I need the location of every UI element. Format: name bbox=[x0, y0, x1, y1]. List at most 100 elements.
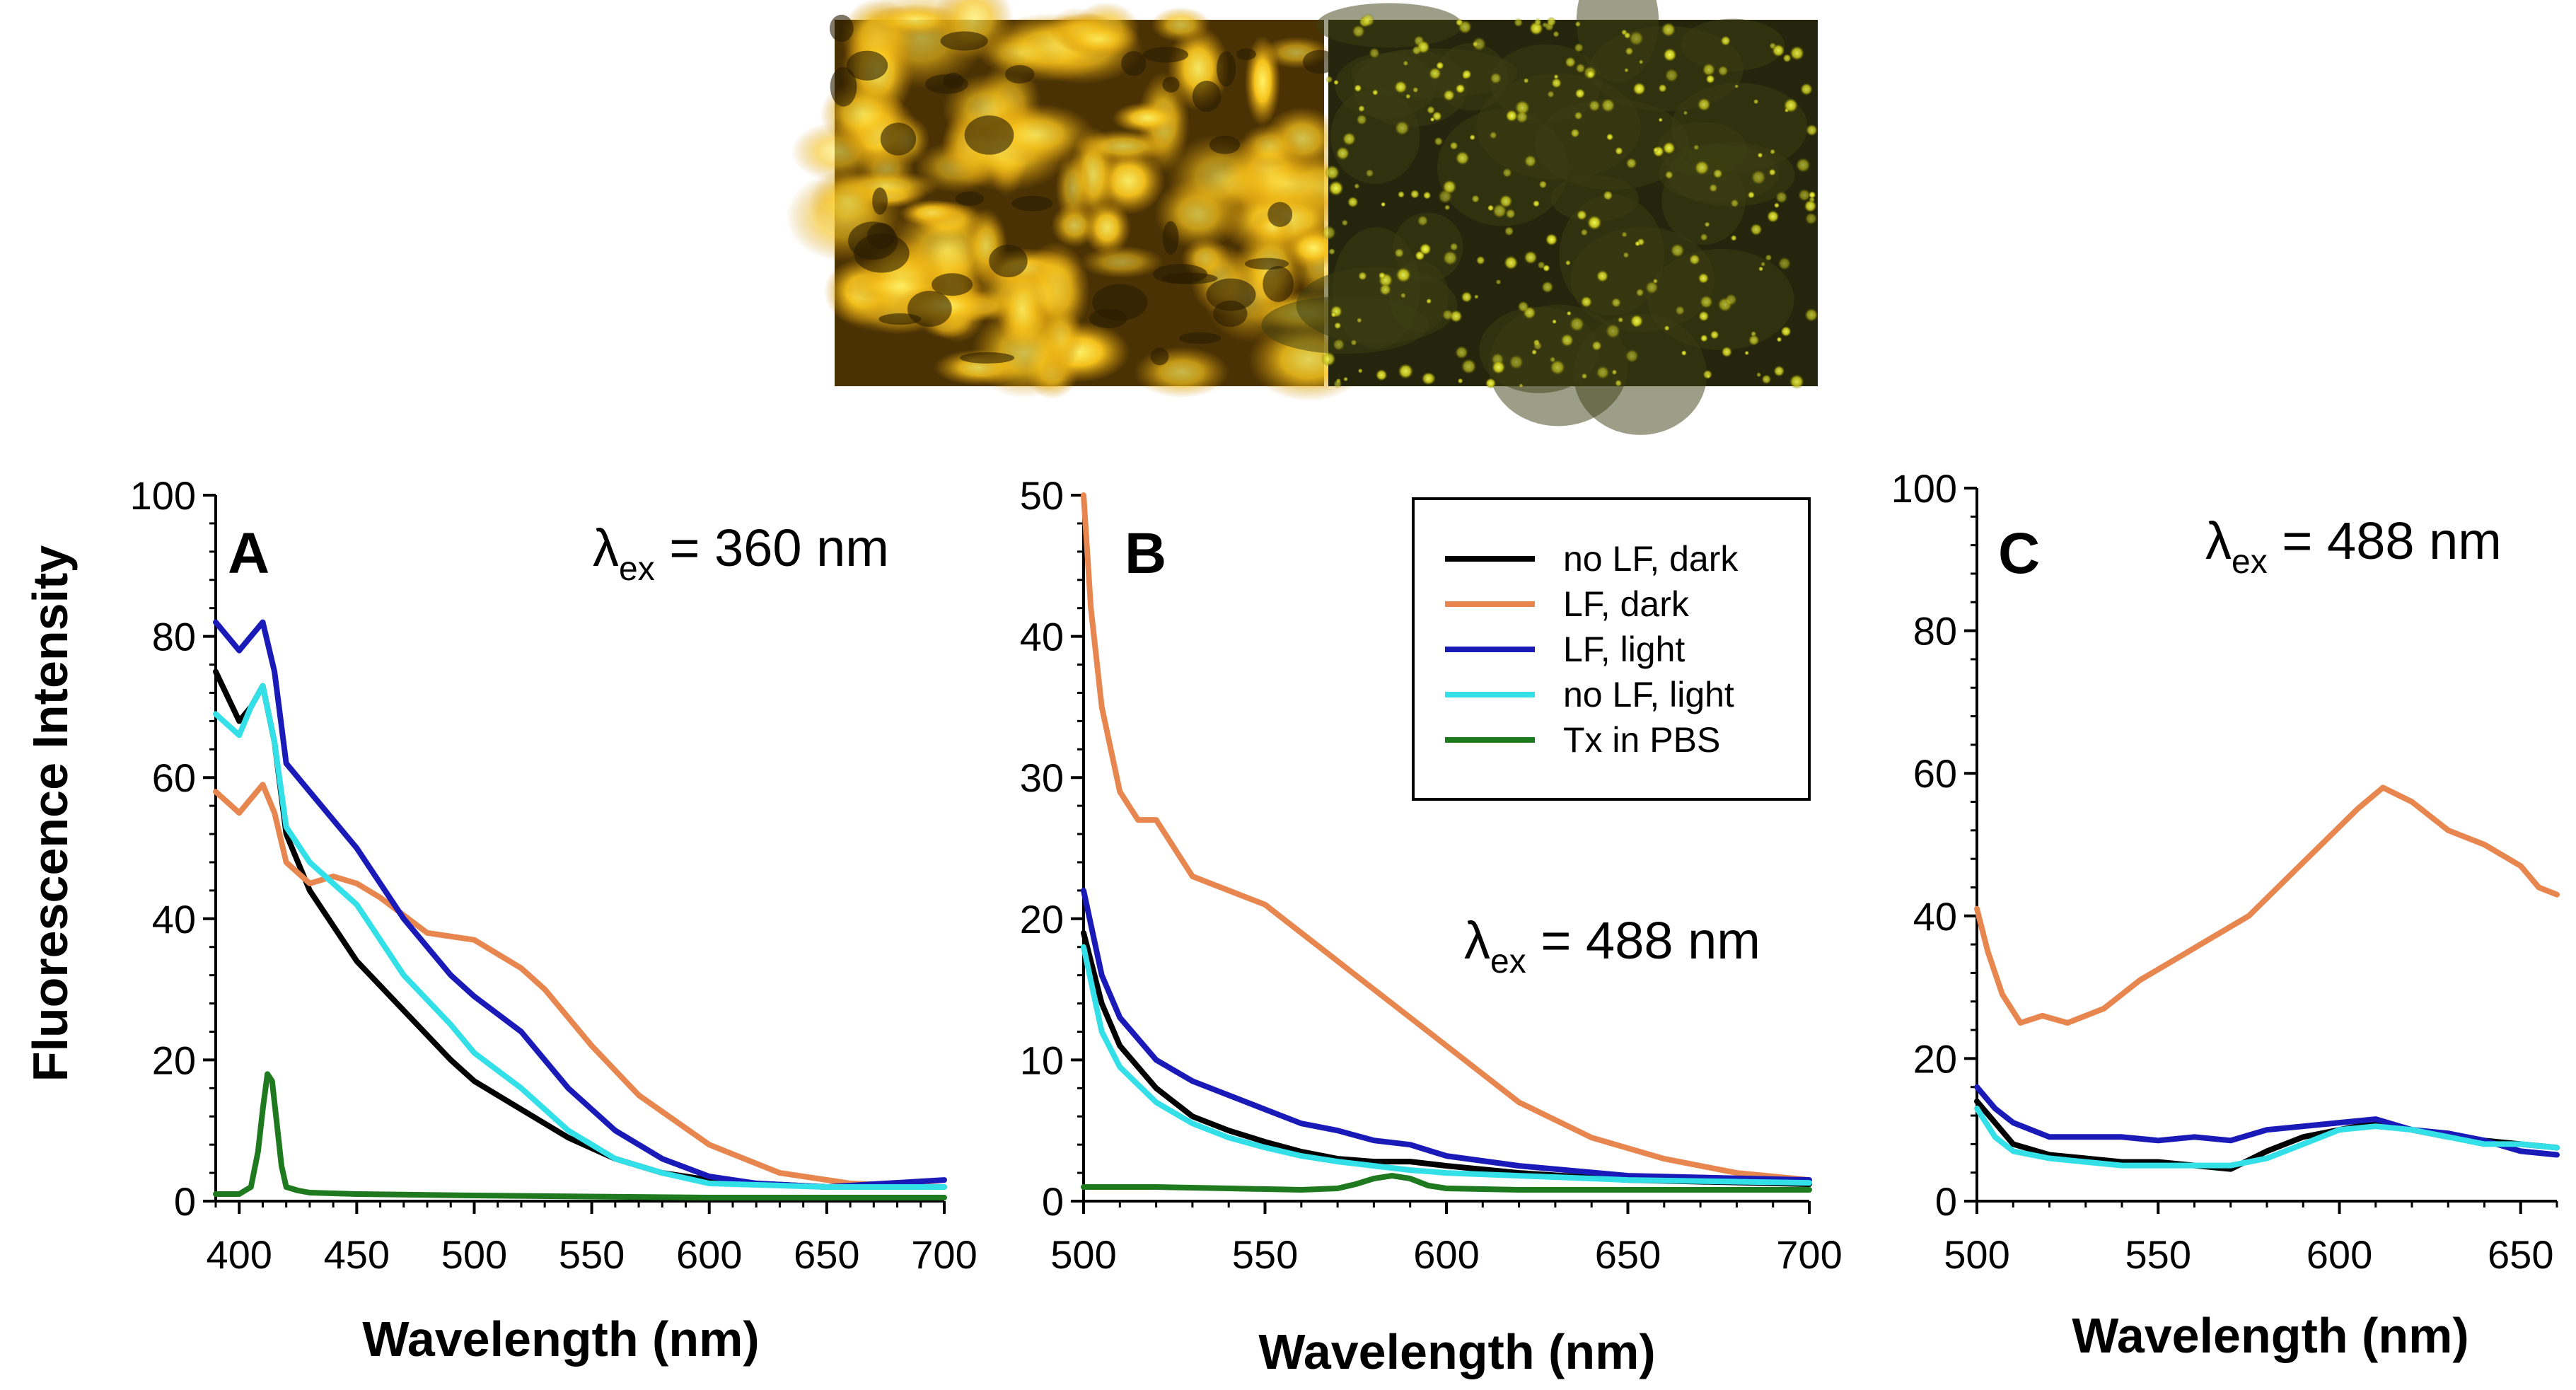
micrograph-punctum bbox=[1580, 296, 1593, 308]
legend-label: Tx in PBS bbox=[1563, 720, 1720, 760]
y-tick-label: 100 bbox=[1891, 466, 1957, 511]
micrograph-punctum bbox=[1624, 68, 1629, 73]
micrograph-punctum bbox=[1750, 223, 1763, 236]
micrograph-punctum bbox=[1514, 100, 1530, 115]
series-lf-light bbox=[1974, 1084, 2560, 1158]
micrograph-punctum bbox=[1596, 270, 1609, 282]
x-tick-label: 500 bbox=[1050, 1232, 1116, 1277]
micrograph-shadow bbox=[872, 187, 888, 215]
panel-c-xlabel: Wavelength (nm) bbox=[2072, 1308, 2468, 1363]
micrograph-punctum bbox=[1514, 18, 1524, 28]
micrograph-punctum bbox=[1550, 359, 1565, 376]
series-no-lf-light bbox=[1081, 944, 1812, 1186]
y-axis-label: Fluorescence Intensity bbox=[23, 545, 78, 1082]
micrograph-punctum bbox=[1552, 319, 1557, 325]
micrograph-punctum bbox=[1533, 18, 1542, 26]
micrograph-punctum bbox=[1635, 288, 1644, 297]
micrograph-punctum bbox=[1524, 154, 1537, 168]
micrograph-punctum bbox=[1705, 373, 1711, 379]
micrograph-punctum bbox=[1410, 189, 1420, 199]
micrograph-shadow bbox=[1267, 202, 1293, 227]
micrograph-shadow bbox=[1209, 135, 1241, 154]
micrograph-punctum bbox=[1683, 110, 1688, 115]
micrograph-punctum bbox=[1400, 292, 1406, 299]
micrograph-punctum bbox=[1751, 330, 1757, 337]
micrograph-punctum bbox=[1441, 309, 1454, 321]
micrograph-punctum bbox=[1661, 22, 1676, 37]
micrograph-left-art bbox=[786, 0, 1381, 402]
micrograph-punctum bbox=[1574, 42, 1584, 53]
micrograph-punctum bbox=[1652, 278, 1658, 284]
x-tick-label: 650 bbox=[794, 1232, 859, 1277]
micrograph-punctum bbox=[1623, 252, 1630, 258]
micrograph-punctum bbox=[1575, 63, 1586, 74]
micrograph-punctum bbox=[1342, 132, 1357, 146]
micrograph-punctum bbox=[1375, 369, 1388, 381]
micrograph-blob bbox=[1079, 245, 1164, 279]
micrograph-punctum bbox=[1758, 266, 1764, 272]
micrograph-punctum bbox=[1596, 366, 1610, 380]
micrograph-punctum bbox=[1724, 294, 1737, 306]
micrograph-haze bbox=[1550, 175, 1640, 222]
panel-b-excitation: λex = 488 nm bbox=[1464, 911, 1760, 980]
panel-a-xlabel: Wavelength (nm) bbox=[362, 1311, 759, 1367]
y-tick-label: 30 bbox=[1020, 755, 1064, 800]
micrograph-punctum bbox=[1630, 314, 1644, 328]
micrograph-blob bbox=[1055, 151, 1091, 225]
micrograph-punctum bbox=[1782, 54, 1792, 63]
micrograph-punctum bbox=[1772, 44, 1785, 57]
micrograph-punctum bbox=[1428, 67, 1441, 80]
series-tx-in-pbs bbox=[213, 1071, 947, 1200]
micrograph-punctum bbox=[1756, 372, 1762, 378]
micrograph-punctum bbox=[1751, 170, 1766, 185]
x-tick-label: 400 bbox=[207, 1232, 272, 1277]
micrograph-punctum bbox=[1356, 318, 1362, 323]
micrograph-punctum bbox=[1449, 141, 1458, 151]
micrograph-punctum bbox=[1662, 141, 1676, 155]
micrograph-punctum bbox=[1591, 340, 1602, 352]
micrograph-shadow bbox=[854, 233, 910, 273]
panel-c-excitation: λex = 488 nm bbox=[2205, 511, 2502, 581]
micrograph-punctum bbox=[1611, 369, 1618, 376]
micrograph-punctum bbox=[1565, 57, 1577, 68]
micrograph-punctum bbox=[1804, 212, 1818, 225]
micrograph-punctum bbox=[1663, 47, 1677, 62]
micrograph-punctum bbox=[1469, 134, 1475, 141]
micrograph-shadow bbox=[955, 191, 984, 207]
micrograph-punctum bbox=[1394, 248, 1405, 258]
micrograph-punctum bbox=[1379, 283, 1392, 296]
micrograph-punctum bbox=[1394, 80, 1408, 94]
micrograph-punctum bbox=[1712, 168, 1723, 179]
micrograph-punctum bbox=[1766, 210, 1780, 223]
micrograph-shadow bbox=[964, 115, 1014, 155]
panel-c-letter: C bbox=[1998, 521, 2040, 586]
micrograph-punctum bbox=[1798, 188, 1811, 202]
legend-label: LF, light bbox=[1563, 630, 1685, 669]
micrograph-punctum bbox=[1547, 91, 1555, 98]
micrograph-punctum bbox=[1381, 202, 1386, 207]
y-tick-label: 40 bbox=[1020, 615, 1064, 659]
micrograph-punctum bbox=[1717, 65, 1729, 76]
micrograph-punctum bbox=[1569, 316, 1585, 332]
x-tick-label: 500 bbox=[441, 1232, 507, 1277]
micrograph-punctum bbox=[1565, 260, 1571, 266]
micrograph-punctum bbox=[1603, 190, 1613, 201]
micrograph-blob bbox=[1133, 346, 1230, 398]
micrograph-haze bbox=[1476, 73, 1641, 180]
micrograph-shadow bbox=[1162, 76, 1180, 93]
micrograph-punctum bbox=[1398, 363, 1414, 379]
micrograph-punctum bbox=[1700, 334, 1708, 342]
micrograph-punctum bbox=[1358, 271, 1367, 281]
micrograph-punctum bbox=[1412, 86, 1419, 93]
micrograph-punctum bbox=[1698, 272, 1710, 284]
micrograph-punctum bbox=[1551, 78, 1562, 88]
micrograph-punctum bbox=[1330, 311, 1337, 318]
micrograph-haze bbox=[1661, 156, 1746, 245]
micrograph-punctum bbox=[1664, 170, 1673, 180]
micrograph-punctum bbox=[1405, 93, 1411, 99]
micrograph-blob bbox=[1058, 20, 1140, 58]
micrograph-punctum bbox=[1734, 84, 1739, 89]
micrograph-punctum bbox=[1519, 383, 1524, 388]
micrograph-punctum bbox=[1343, 376, 1348, 382]
micrograph-haze bbox=[1261, 296, 1429, 354]
